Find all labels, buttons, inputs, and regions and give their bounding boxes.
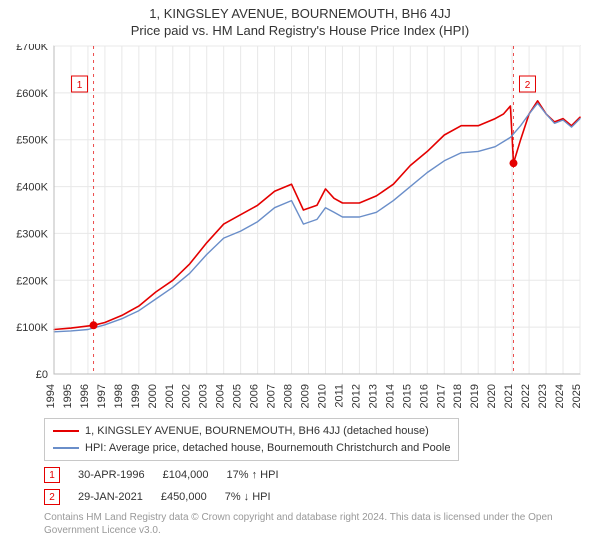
sale-delta: 7% ↓ HPI — [225, 491, 271, 503]
svg-text:2001: 2001 — [164, 384, 176, 408]
legend-item-hpi: HPI: Average price, detached house, Bour… — [53, 440, 450, 457]
svg-text:2000: 2000 — [147, 384, 159, 408]
svg-text:1999: 1999 — [130, 384, 142, 408]
svg-text:2005: 2005 — [232, 384, 244, 408]
sale-row: 2 29-JAN-2021 £450,000 7% ↓ HPI — [44, 489, 590, 505]
sale-badge: 1 — [44, 467, 60, 483]
chart-subtitle: Price paid vs. HM Land Registry's House … — [10, 23, 590, 38]
svg-text:1994: 1994 — [45, 384, 57, 408]
svg-text:£400K: £400K — [16, 182, 48, 194]
svg-text:2023: 2023 — [537, 384, 549, 408]
sale-price: £104,000 — [163, 469, 209, 481]
svg-text:1997: 1997 — [96, 384, 108, 408]
svg-text:£500K: £500K — [16, 135, 48, 147]
svg-text:2022: 2022 — [520, 384, 532, 408]
svg-text:£300K: £300K — [16, 228, 48, 240]
svg-text:2010: 2010 — [316, 384, 328, 408]
sale-delta: 17% ↑ HPI — [227, 469, 279, 481]
svg-text:2013: 2013 — [367, 384, 379, 408]
svg-text:2006: 2006 — [249, 384, 261, 408]
svg-text:2004: 2004 — [215, 384, 227, 408]
svg-text:2018: 2018 — [452, 384, 464, 408]
svg-text:2002: 2002 — [181, 384, 193, 408]
svg-text:2012: 2012 — [350, 384, 362, 408]
attribution-text: Contains HM Land Registry data © Crown c… — [44, 511, 590, 537]
chart-container: 1, KINGSLEY AVENUE, BOURNEMOUTH, BH6 4JJ… — [0, 0, 600, 560]
sale-price: £450,000 — [161, 491, 207, 503]
svg-text:2020: 2020 — [486, 384, 498, 408]
svg-text:£600K: £600K — [16, 88, 48, 100]
svg-text:2008: 2008 — [283, 384, 295, 408]
legend: 1, KINGSLEY AVENUE, BOURNEMOUTH, BH6 4JJ… — [44, 418, 459, 461]
svg-text:1996: 1996 — [79, 384, 91, 408]
svg-text:2015: 2015 — [401, 384, 413, 408]
svg-text:1: 1 — [77, 80, 83, 91]
svg-text:2024: 2024 — [554, 384, 566, 408]
svg-text:2009: 2009 — [300, 384, 312, 408]
legend-label: 1, KINGSLEY AVENUE, BOURNEMOUTH, BH6 4JJ… — [85, 423, 429, 440]
svg-text:2021: 2021 — [503, 384, 515, 408]
sale-date: 29-JAN-2021 — [78, 491, 143, 503]
legend-label: HPI: Average price, detached house, Bour… — [85, 440, 450, 457]
svg-text:£200K: £200K — [16, 275, 48, 287]
svg-text:£0: £0 — [36, 369, 48, 381]
svg-text:2003: 2003 — [198, 384, 210, 408]
svg-text:2: 2 — [525, 80, 531, 91]
chart-title: 1, KINGSLEY AVENUE, BOURNEMOUTH, BH6 4JJ — [10, 6, 590, 21]
svg-text:1995: 1995 — [62, 384, 74, 408]
svg-text:2014: 2014 — [384, 384, 396, 408]
svg-text:£100K: £100K — [16, 322, 48, 334]
svg-text:2007: 2007 — [266, 384, 278, 408]
legend-swatch — [53, 430, 79, 432]
sale-row: 1 30-APR-1996 £104,000 17% ↑ HPI — [44, 467, 590, 483]
legend-swatch — [53, 447, 79, 449]
legend-item-price-paid: 1, KINGSLEY AVENUE, BOURNEMOUTH, BH6 4JJ… — [53, 423, 450, 440]
svg-text:2011: 2011 — [333, 384, 345, 408]
svg-text:1998: 1998 — [113, 384, 125, 408]
svg-text:2017: 2017 — [435, 384, 447, 408]
sale-date: 30-APR-1996 — [78, 469, 145, 481]
svg-text:2019: 2019 — [469, 384, 481, 408]
svg-text:£700K: £700K — [16, 44, 48, 53]
sale-badge: 2 — [44, 489, 60, 505]
price-chart: £0 £100K £200K £300K £400K £500K £600K £700K 199… — [10, 44, 590, 414]
svg-text:2016: 2016 — [418, 384, 430, 408]
svg-text:2025: 2025 — [571, 384, 583, 408]
